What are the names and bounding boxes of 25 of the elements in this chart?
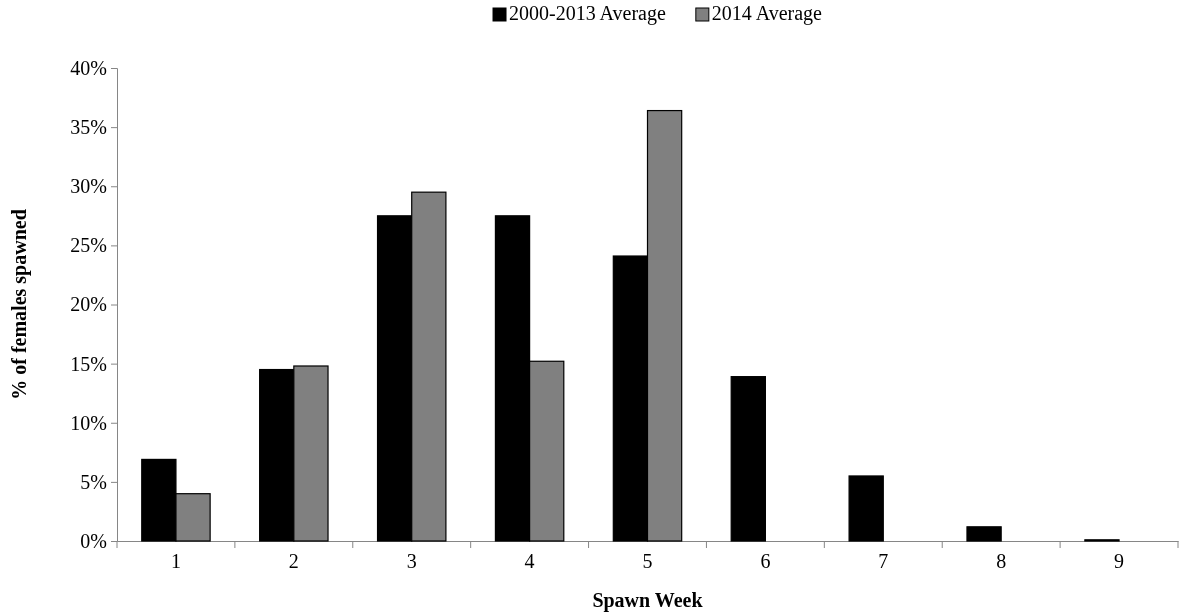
y-tick-label: 10% — [70, 411, 107, 434]
y-tick-label: 40% — [70, 56, 107, 79]
bar — [848, 475, 884, 542]
y-tick-label: 5% — [80, 470, 107, 493]
x-tick-label: 7 — [878, 550, 889, 572]
x-tick-label: 5 — [642, 550, 653, 572]
x-tick-label: 6 — [760, 550, 771, 572]
x-tick-label: 8 — [996, 550, 1007, 572]
y-tick-label: 30% — [70, 175, 107, 198]
y-tick-label: 0% — [80, 529, 107, 552]
y-axis-title: % of females spawned — [8, 209, 31, 400]
x-axis-title: Spawn Week — [592, 589, 704, 612]
legend-label: 2000-2013 Average — [509, 2, 666, 25]
legend-label: 2014 Average — [711, 2, 823, 25]
bar — [730, 376, 766, 542]
x-tick-label: 1 — [170, 550, 181, 572]
y-tick-label: 35% — [70, 116, 107, 139]
x-tick-label: 4 — [524, 550, 535, 572]
x-tick-label: 9 — [1114, 550, 1125, 572]
bar — [966, 526, 1002, 542]
x-tick-label: 3 — [406, 550, 417, 572]
y-tick-label: 20% — [70, 293, 107, 316]
x-tick-label: 2 — [288, 550, 299, 572]
y-tick-label: 25% — [70, 234, 107, 257]
y-tick-label: 15% — [70, 352, 107, 375]
